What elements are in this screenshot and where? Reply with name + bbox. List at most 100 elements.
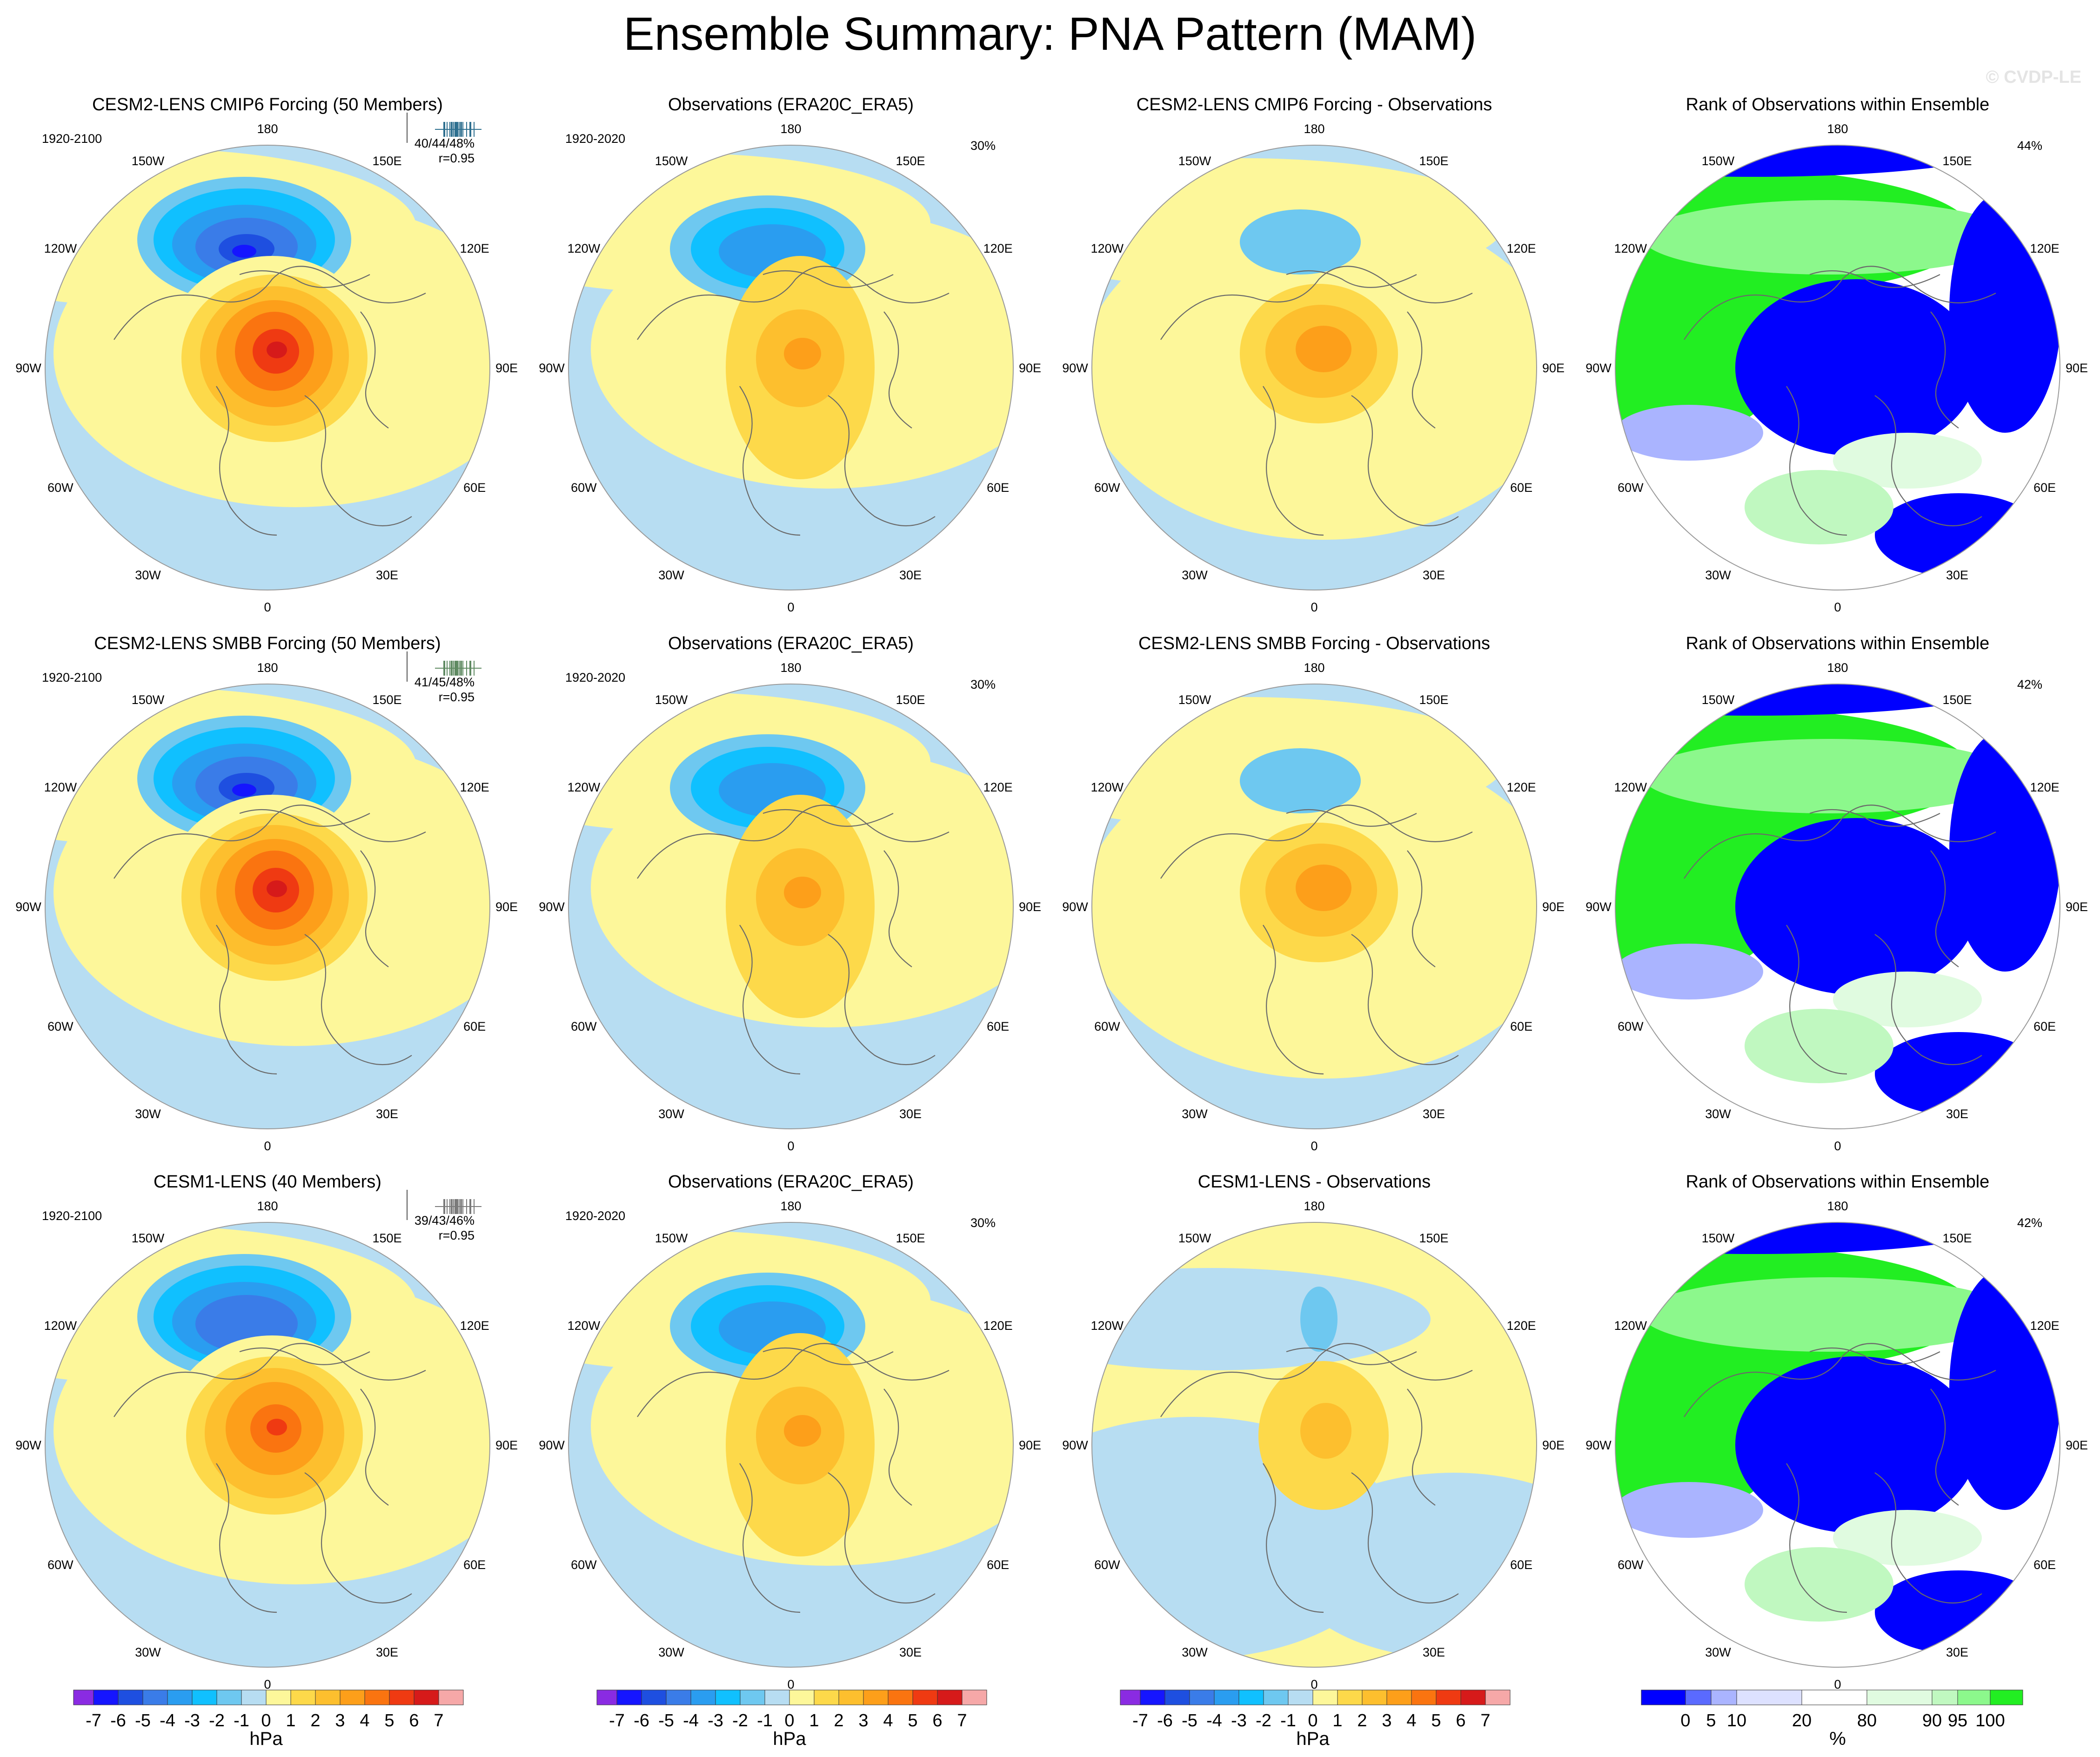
colorbar-tick-label: -5 [1182, 1711, 1197, 1730]
longitude-label: 150W [132, 154, 165, 168]
longitude-label: 150W [1178, 1231, 1211, 1245]
pattern-percent: 30% [970, 677, 996, 691]
colorbar-swatch [1866, 1690, 1933, 1705]
colorbar-tick-label: 1 [1332, 1711, 1342, 1730]
colorbar-swatch [340, 1690, 365, 1705]
colorbar-tick-label: 7 [957, 1711, 967, 1730]
colorbar-tick-label: -5 [658, 1711, 674, 1730]
colorbar-swatch [290, 1690, 316, 1705]
longitude-label: 180 [780, 661, 801, 675]
colorbar-swatch [789, 1690, 815, 1705]
longitude-label: 120W [1091, 780, 1124, 794]
longitude-label: 60E [1510, 481, 1532, 495]
colorbar-tick-label: -6 [110, 1711, 126, 1730]
longitude-label: 180 [257, 1199, 278, 1213]
colorbar-swatch [888, 1690, 913, 1705]
longitude-label: 180 [1304, 1199, 1324, 1213]
panel-title: Rank of Observations within Ensemble [1686, 95, 1990, 114]
contour-region [232, 784, 256, 797]
coastlines [1684, 805, 1996, 1075]
map-field [1615, 684, 2060, 1129]
map-field [1092, 1222, 1537, 1667]
colorbar-tick-label: 2 [834, 1711, 843, 1730]
longitude-label: 90E [1019, 361, 1041, 375]
contour-region [1296, 865, 1351, 911]
longitude-label: 90E [2066, 900, 2088, 914]
period-label: 1920-2020 [565, 132, 625, 146]
contour-region [1833, 433, 1982, 489]
longitude-label: 90W [15, 361, 41, 375]
coastlines [114, 805, 426, 1075]
colorbar-tick-label: 90 [1922, 1711, 1942, 1730]
longitude-label: 120W [1614, 780, 1647, 794]
map-border [1615, 1222, 2060, 1668]
panel-title: Observations (ERA20C_ERA5) [668, 95, 914, 114]
map-border [45, 145, 490, 590]
colorbar-tick-label: -6 [634, 1711, 649, 1730]
map-field [568, 1222, 1013, 1667]
longitude-label: 0 [1834, 1677, 1841, 1691]
panel-title: Rank of Observations within Ensemble [1686, 1172, 1990, 1192]
longitude-label: 0 [787, 1139, 794, 1153]
longitude-label: 120W [1091, 1319, 1124, 1333]
contour-region [1745, 1009, 1893, 1083]
colorbar-swatch [1337, 1690, 1363, 1705]
longitude-label: 180 [1827, 661, 1848, 675]
colorbar-swatch [1189, 1690, 1215, 1705]
colorbar-swatch [1801, 1690, 1867, 1705]
colorbar-swatch [1214, 1690, 1239, 1705]
longitude-label: 90W [539, 900, 565, 914]
map-border [568, 1222, 1014, 1668]
colorbar-unit: % [1829, 1729, 1846, 1749]
longitude-label: 150E [372, 693, 401, 707]
longitude-label: 30W [658, 568, 684, 582]
longitude-label: 30W [135, 1107, 161, 1121]
coastlines [637, 805, 950, 1075]
contour-region [1615, 684, 1996, 716]
longitude-label: 120E [2030, 780, 2060, 794]
longitude-label: 30E [376, 1645, 398, 1659]
colorbar-swatch [641, 1690, 667, 1705]
map-border [1091, 1222, 1537, 1668]
colorbar-swatch [167, 1690, 193, 1705]
colorbar-tick-label: 3 [1382, 1711, 1391, 1730]
colorbar-swatch [118, 1690, 143, 1705]
contour-region [1745, 1547, 1893, 1622]
colorbar-swatch [414, 1690, 439, 1705]
longitude-label: 90W [15, 1438, 41, 1452]
colorbar-swatch [1238, 1690, 1264, 1705]
map-border [1615, 684, 2060, 1129]
colorbar-swatch [912, 1690, 938, 1705]
contour-region [1782, 837, 1949, 967]
map-border [568, 684, 1014, 1129]
map-field [45, 145, 490, 590]
panel-rank-row-1: Rank of Observations within Ensemble 180 1… [1585, 95, 2088, 614]
longitude-label: 150W [655, 154, 688, 168]
contour-region [1949, 1268, 2060, 1510]
longitude-label: 60W [1094, 1019, 1120, 1033]
longitude-label: 30E [899, 1645, 922, 1659]
colorbar-swatch [438, 1690, 464, 1705]
map-field [45, 684, 490, 1129]
colorbar-tick-label: -6 [1157, 1711, 1173, 1730]
longitude-label: 120W [1614, 1319, 1647, 1333]
colorbar-tick-label: 80 [1857, 1711, 1877, 1730]
longitude-label: 0 [1834, 600, 1841, 614]
colorbar-tick-label: 4 [360, 1711, 369, 1730]
panel-difference-row-3: CESM1-LENS - Observations 180 150E 120E 90E 6… [1062, 1172, 1565, 1691]
longitude-label: 30E [376, 1107, 398, 1121]
coastlines [1684, 266, 1996, 536]
longitude-label: 60E [2033, 481, 2056, 495]
colorbar-tick-label: -4 [1206, 1711, 1222, 1730]
contour-region [1949, 191, 2060, 433]
coastlines [637, 1343, 950, 1613]
panel-rank-row-2: Rank of Observations within Ensemble 180 1… [1585, 634, 2088, 1153]
panel-difference-row-1: CESM2-LENS CMIP6 Forcing - Observations 1… [1062, 95, 1565, 614]
contour-region [1875, 1570, 2042, 1654]
panel-observations-row-1: Observations (ERA20C_ERA5) 180 150E 120E 90E… [539, 95, 1041, 614]
longitude-label: 90W [539, 361, 565, 375]
longitude-label: 30W [135, 1645, 161, 1659]
colorbar-swatch [1140, 1690, 1165, 1705]
longitude-label: 120W [44, 1319, 77, 1333]
colorbar-tick-label: 7 [434, 1711, 443, 1730]
